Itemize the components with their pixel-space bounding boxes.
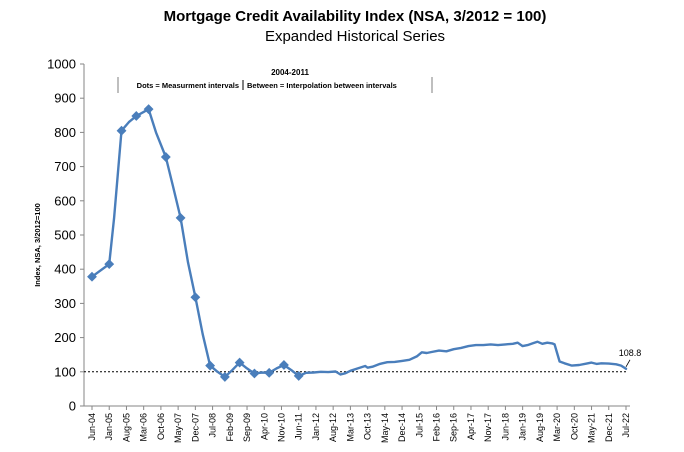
index-series-line bbox=[90, 107, 628, 379]
x-tick-label: Oct-20 bbox=[569, 413, 579, 440]
x-tick-label: Jun-11 bbox=[294, 413, 304, 440]
measurement-marker bbox=[190, 292, 201, 303]
chart-subtitle: Expanded Historical Series bbox=[265, 28, 445, 45]
x-tick-label: Sep-16 bbox=[449, 413, 459, 442]
x-tick-label: May-14 bbox=[380, 413, 390, 443]
x-tick-label: Dec-14 bbox=[397, 413, 407, 442]
x-tick-label: Oct-06 bbox=[156, 413, 166, 440]
x-tick-label: Sep-09 bbox=[242, 413, 252, 442]
y-axis-label: Index, NSA, 3/2012=100 bbox=[33, 203, 42, 287]
interval-annotation: 2004-2011 Dots = Measurment intervals Be… bbox=[117, 68, 433, 93]
measurement-marker bbox=[219, 372, 230, 382]
y-tick-label: 100 bbox=[54, 364, 76, 379]
x-tick-label: Feb-09 bbox=[225, 413, 235, 442]
last-value-leader bbox=[625, 359, 631, 367]
x-tick-label: Apr-17 bbox=[466, 413, 476, 440]
measurement-marker bbox=[87, 271, 97, 282]
x-tick-label: Mar-13 bbox=[345, 413, 355, 442]
y-tick-label: 700 bbox=[54, 159, 76, 174]
series-group bbox=[90, 107, 628, 379]
x-tick-label: Jan-12 bbox=[311, 413, 321, 441]
x-tick-label: Nov-10 bbox=[276, 413, 286, 442]
axes bbox=[83, 64, 630, 407]
measurement-marker bbox=[234, 357, 245, 368]
y-axis-label-group: Index, NSA, 3/2012=100 bbox=[33, 203, 42, 287]
x-tick-label: Aug-12 bbox=[328, 413, 338, 442]
y-ticks: 0 100 200 300 400 500 600 700 800 900 1000 bbox=[47, 57, 84, 414]
x-tick-label: Apr-10 bbox=[259, 413, 269, 440]
x-tick-label: Jul-15 bbox=[414, 413, 424, 438]
measurement-marker bbox=[175, 212, 186, 223]
last-value-group: 108.8 bbox=[619, 348, 642, 367]
x-tick-label: Feb-16 bbox=[432, 413, 442, 442]
measurement-marker bbox=[249, 368, 260, 379]
y-tick-label: 800 bbox=[54, 125, 76, 140]
y-tick-label: 500 bbox=[54, 228, 76, 243]
x-tick-label: May-07 bbox=[173, 413, 183, 443]
chart-title: Mortgage Credit Availability Index (NSA,… bbox=[164, 8, 547, 25]
x-tick-label: Aug-19 bbox=[535, 413, 545, 442]
x-tick-label: Jan-19 bbox=[518, 413, 528, 441]
x-tick-label: Dec-07 bbox=[190, 413, 200, 442]
x-tick-label: Jul-22 bbox=[621, 413, 631, 438]
x-tick-label: Mar-06 bbox=[139, 413, 149, 442]
x-tick-label: May-21 bbox=[587, 413, 597, 443]
last-value-label: 108.8 bbox=[619, 348, 642, 358]
y-tick-label: 600 bbox=[54, 193, 76, 208]
y-tick-label: 400 bbox=[54, 262, 76, 277]
y-tick-label: 0 bbox=[69, 399, 76, 414]
x-tick-label: Jan-05 bbox=[104, 413, 114, 441]
x-ticks: Jun-04 Jan-05 Aug-05 Mar-06 Oct-06 May-07 Dec-… bbox=[87, 406, 631, 443]
measurement-marker bbox=[160, 152, 171, 162]
x-tick-label: Mar-20 bbox=[552, 413, 562, 442]
x-tick-label: Jul-08 bbox=[208, 413, 218, 438]
y-tick-label: 1000 bbox=[47, 57, 76, 72]
measurement-marker bbox=[131, 111, 142, 121]
x-tick-label: Dec-21 bbox=[604, 413, 614, 442]
annotation-header: 2004-2011 bbox=[271, 68, 309, 77]
measurement-marker bbox=[293, 370, 304, 381]
measurement-marker bbox=[264, 367, 275, 378]
x-tick-label: Aug-05 bbox=[121, 413, 131, 442]
markers-group bbox=[87, 104, 304, 382]
y-tick-label: 900 bbox=[54, 91, 76, 106]
annotation-right-text: Between = Interpolation between interval… bbox=[247, 81, 397, 90]
x-tick-label: Oct-13 bbox=[363, 413, 373, 440]
measurement-marker bbox=[116, 125, 127, 136]
y-tick-label: 200 bbox=[54, 330, 76, 345]
x-tick-label: Jun-18 bbox=[500, 413, 510, 441]
x-tick-label: Jun-04 bbox=[87, 413, 97, 441]
x-tick-label: Nov-17 bbox=[483, 413, 493, 442]
annotation-left-text: Dots = Measurment intervals bbox=[137, 81, 239, 90]
measurement-marker bbox=[205, 360, 216, 371]
y-tick-label: 300 bbox=[54, 296, 76, 311]
measurement-marker bbox=[143, 104, 154, 115]
measurement-marker bbox=[104, 259, 115, 269]
measurement-marker bbox=[279, 360, 289, 370]
